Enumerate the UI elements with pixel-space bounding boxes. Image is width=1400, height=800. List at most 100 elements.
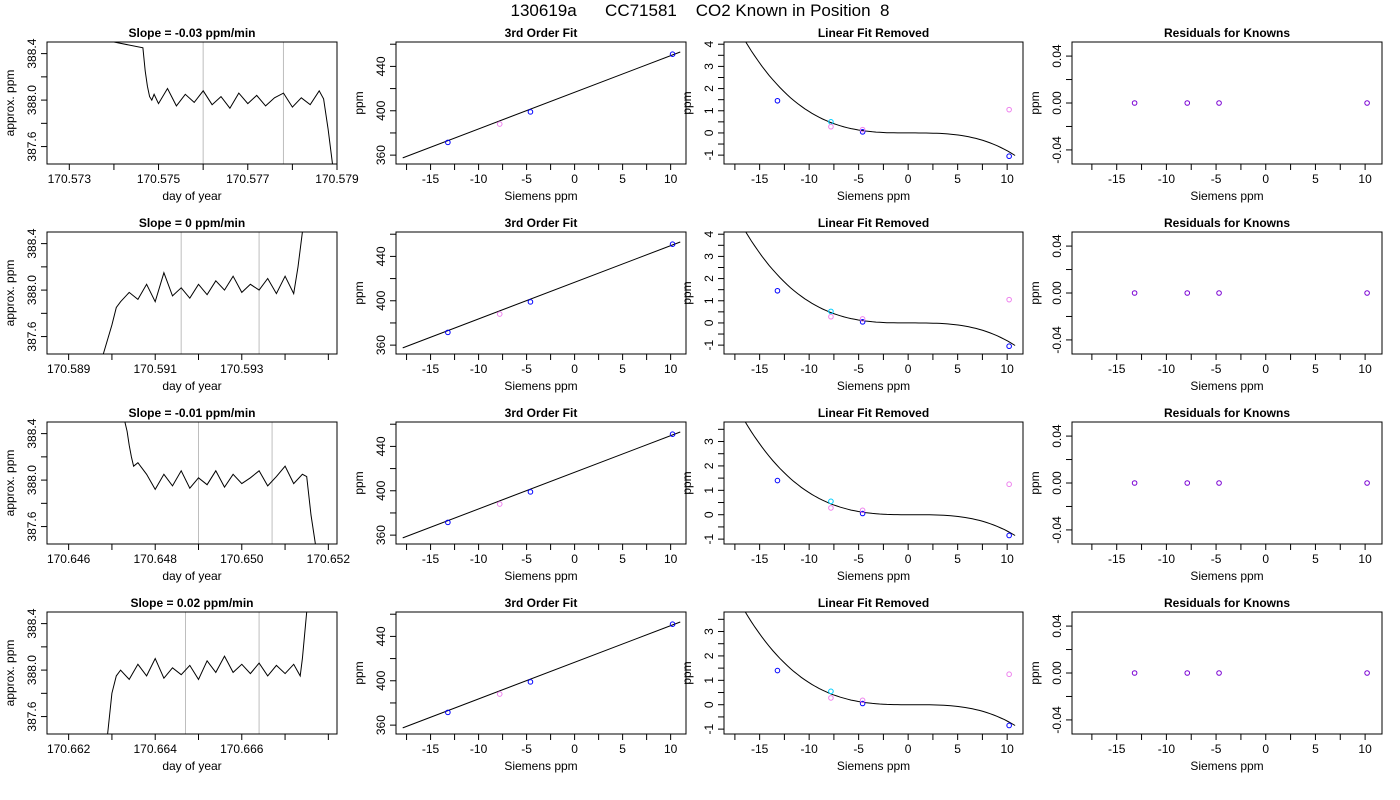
x-tick-label: 5 xyxy=(1312,362,1319,376)
y-tick-label: 400 xyxy=(374,480,388,500)
x-tick-label: 170.648 xyxy=(134,552,178,566)
x-tick-label: -5 xyxy=(853,552,864,566)
x-tick-label: 10 xyxy=(664,742,678,756)
y-tick-label: 0.00 xyxy=(1050,661,1064,685)
x-tick-label: 0 xyxy=(571,552,578,566)
data-point xyxy=(1364,100,1370,106)
plot-area xyxy=(745,42,1016,160)
plot-frame xyxy=(395,611,687,735)
plot-frame xyxy=(395,231,687,355)
x-tick-label: 0 xyxy=(1262,172,1269,186)
chart-title: 3rd Order Fit xyxy=(505,596,578,610)
series-line xyxy=(107,612,308,734)
data-point xyxy=(859,507,866,514)
y-tick-label: 388.0 xyxy=(25,85,39,115)
y-axis-label: ppm xyxy=(680,281,694,304)
y-tick-label: 387.6 xyxy=(25,131,39,161)
x-tick-label: 10 xyxy=(664,552,678,566)
x-tick-label: 170.664 xyxy=(134,742,178,756)
x-axis-label: Siemens ppm xyxy=(837,379,910,393)
y-tick-label: 0 xyxy=(702,319,716,326)
chart-title: Slope = 0.02 ppm/min xyxy=(130,596,253,610)
x-tick-label: 170.575 xyxy=(137,172,181,186)
y-tick-label: 440 xyxy=(374,626,388,646)
x-tick-label: -15 xyxy=(1108,362,1126,376)
y-tick-label: 1 xyxy=(702,297,716,304)
x-axis-label: Siemens ppm xyxy=(1190,759,1263,773)
x-tick-label: 5 xyxy=(619,742,626,756)
plot-frame xyxy=(46,231,338,355)
plot-area xyxy=(1131,290,1370,296)
y-tick-label: -0.04 xyxy=(1050,136,1064,164)
x-tick-label: 5 xyxy=(954,552,961,566)
data-point xyxy=(1364,480,1370,486)
data-point xyxy=(774,477,781,484)
y-tick-label: 387.6 xyxy=(25,511,39,541)
x-tick-label: 10 xyxy=(1358,362,1372,376)
x-tick-label: 10 xyxy=(1000,362,1014,376)
x-tick-label: 10 xyxy=(1000,742,1014,756)
x-tick-label: 0 xyxy=(905,362,912,376)
chart-panel: Residuals for Knowns -15 -10 -5 0 5 10 Siemens … xyxy=(1028,406,1383,583)
data-point xyxy=(669,431,676,438)
x-axis-label: Siemens ppm xyxy=(504,569,577,583)
x-tick-label: -5 xyxy=(853,172,864,186)
figure-title: 130619a CC71581 CO2 Known in Position 8 xyxy=(510,1,890,20)
y-tick-label: 3 xyxy=(702,63,716,70)
chart-panel: Slope = 0 ppm/min 170.589 170.591 170.593 da… xyxy=(3,216,338,393)
chart-title: Residuals for Knowns xyxy=(1164,596,1290,610)
plot-area xyxy=(402,431,681,539)
fit-curve xyxy=(745,232,1016,346)
x-axis-label: Siemens ppm xyxy=(1190,379,1263,393)
data-point xyxy=(774,667,781,674)
x-tick-label: 0 xyxy=(571,172,578,186)
data-point xyxy=(1006,532,1012,539)
x-tick-label: -10 xyxy=(1158,172,1176,186)
plot-frame xyxy=(723,41,1024,165)
y-tick-label: -0.04 xyxy=(1050,706,1064,734)
plot-area xyxy=(113,42,333,164)
data-point xyxy=(1184,670,1191,676)
chart-panel: 3rd Order Fit -15 -10 -5 0 5 10 Siemens ppm 360 4… xyxy=(352,26,687,203)
data-point xyxy=(1131,670,1138,676)
chart-panel: 3rd Order Fit -15 -10 -5 0 5 10 Siemens ppm 360 4… xyxy=(352,406,687,583)
plot-area xyxy=(124,422,316,544)
plot-frame xyxy=(46,611,338,735)
x-tick-label: 170.591 xyxy=(134,362,178,376)
data-point xyxy=(669,51,676,58)
data-point xyxy=(828,695,834,701)
chart-panel: Residuals for Knowns -15 -10 -5 0 5 10 Siemens … xyxy=(1028,596,1383,773)
y-axis-label: ppm xyxy=(680,471,694,494)
x-tick-label: -15 xyxy=(751,362,769,376)
plot-area xyxy=(1131,480,1370,486)
data-point xyxy=(1216,670,1222,676)
x-tick-label: 170.646 xyxy=(47,552,91,566)
x-tick-label: 170.593 xyxy=(220,362,264,376)
y-axis-label: ppm xyxy=(352,471,366,494)
x-tick-label: 10 xyxy=(1000,552,1014,566)
data-point xyxy=(445,519,451,526)
y-tick-label: 360 xyxy=(374,335,388,355)
data-point xyxy=(1184,480,1191,486)
x-axis-label: Siemens ppm xyxy=(504,189,577,203)
data-point xyxy=(859,510,866,517)
plot-frame xyxy=(395,41,687,165)
x-tick-label: 0 xyxy=(1262,552,1269,566)
chart-panel: Slope = -0.03 ppm/min 170.573 170.575 170.5… xyxy=(3,26,359,203)
x-tick-label: 10 xyxy=(1000,172,1014,186)
x-tick-label: -10 xyxy=(1158,552,1176,566)
plot-frame xyxy=(723,231,1024,355)
data-point xyxy=(828,313,834,320)
x-tick-label: -10 xyxy=(800,742,818,756)
y-tick-label: 400 xyxy=(374,290,388,310)
chart-panel: Residuals for Knowns -15 -10 -5 0 5 10 Siemens … xyxy=(1028,216,1383,393)
x-tick-label: -10 xyxy=(470,172,488,186)
x-tick-label: -10 xyxy=(800,172,818,186)
data-point xyxy=(496,311,503,317)
fit-curve xyxy=(744,612,1016,726)
y-axis-label: ppm xyxy=(1028,91,1042,114)
x-tick-label: -15 xyxy=(422,742,440,756)
data-point xyxy=(828,505,834,511)
x-tick-label: -10 xyxy=(470,742,488,756)
